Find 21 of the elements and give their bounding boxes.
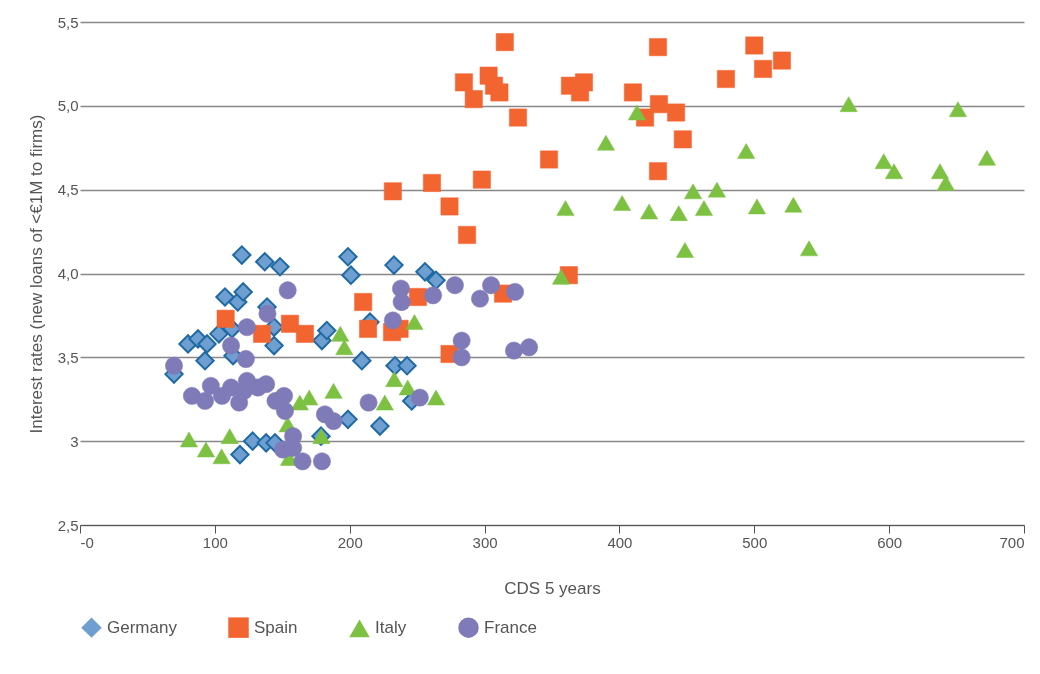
x-tick-label: 100 [202, 533, 228, 551]
legend-label: France [484, 617, 537, 637]
y-tick-label: 5,0 [57, 97, 79, 115]
legend-label: Italy [375, 618, 407, 638]
y-tick-label: 4,5 [57, 181, 79, 199]
x-tick-label: 700 [999, 533, 1025, 551]
y-tick-label: 3 [70, 432, 79, 450]
x-tick-label: -0 [80, 533, 94, 551]
legend-label: Spain [254, 617, 298, 637]
y-axis-title: Interest rates (new loans of <€1M to firms) [26, 114, 46, 434]
y-tick-label: 4,0 [57, 265, 79, 282]
x-tick-label: 200 [337, 533, 363, 551]
y-tick-label: 3,5 [57, 348, 79, 366]
x-tick-label: 600 [877, 533, 903, 551]
x-tick-label: 300 [472, 533, 498, 551]
y-tick-label: 2,5 [57, 516, 79, 534]
x-tick-label: 500 [742, 533, 768, 551]
x-tick-label: 400 [607, 533, 633, 551]
x-axis-title: CDS 5 years [504, 578, 601, 598]
legend-label: Germany [107, 617, 178, 637]
y-tick-label: 5,5 [57, 13, 79, 31]
